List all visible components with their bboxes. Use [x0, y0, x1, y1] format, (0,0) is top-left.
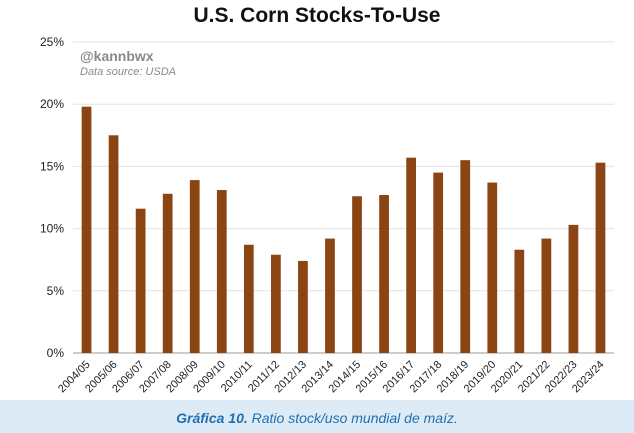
grid-layer: [73, 41, 614, 354]
y-tick-label: 0%: [47, 346, 65, 360]
bar-2014-15: [352, 196, 362, 353]
bar-2013-14: [325, 238, 335, 353]
bar-2023-24: [595, 162, 606, 353]
bar-2015-16: [379, 195, 389, 353]
caption-text: Ratio stock/uso mundial de maíz.: [251, 410, 458, 426]
bar-2011-12: [271, 254, 281, 353]
y-tick-label: 20%: [40, 97, 64, 111]
bar-2007-08: [162, 193, 173, 353]
figure-caption: Gráfica 10. Ratio stock/uso mundial de m…: [0, 410, 634, 426]
y-tick-label: 15%: [40, 159, 64, 173]
bar-2010-11: [243, 244, 254, 353]
bar-2019-20: [487, 182, 498, 353]
bar-2009-10: [216, 190, 227, 353]
bar-2005-06: [108, 135, 119, 353]
bar-2022-23: [568, 224, 579, 353]
bar-2006-07: [135, 208, 146, 353]
y-tick-label: 10%: [40, 222, 64, 236]
bar-2008-09: [189, 180, 200, 353]
bar-2017-18: [433, 172, 444, 353]
bar-2021-22: [541, 238, 552, 353]
caption-label: Gráfica 10.: [176, 410, 248, 426]
chart-figure: 0% 5% 10% 15% 20% 25% 2004/05 2005/06 2006/07 200…: [0, 0, 634, 400]
bar-layer: [81, 106, 606, 353]
bar-2016-17: [406, 157, 416, 353]
bar-2020-21: [514, 249, 525, 353]
author-handle: @kannbwx: [80, 48, 154, 64]
y-tick-label: 5%: [47, 284, 65, 298]
chart-title: U.S. Corn Stocks-To-Use: [193, 4, 441, 27]
data-source-note: Data source: USDA: [80, 66, 176, 78]
bar-2018-19: [460, 160, 471, 353]
bar-2004-05: [81, 106, 92, 353]
y-tick-label: 25%: [40, 35, 64, 49]
chart-canvas: 0%5%10%15%20%25%2004/052005/062006/07200…: [40, 35, 614, 395]
bar-2012-13: [298, 260, 308, 353]
